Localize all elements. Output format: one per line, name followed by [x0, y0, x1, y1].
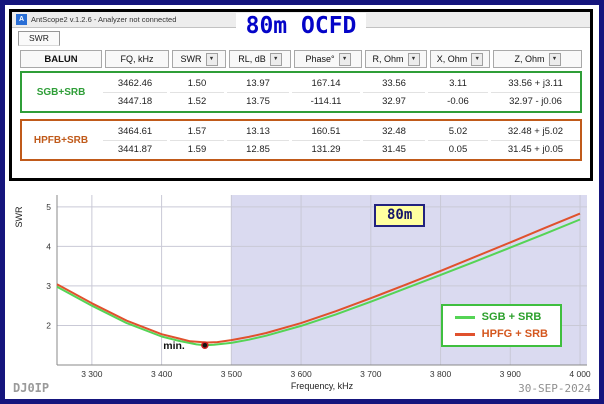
- antscope-app-icon: A: [16, 14, 27, 25]
- sort-dropdown-icon[interactable]: ▼: [269, 52, 282, 66]
- table-cell: 3464.61: [117, 125, 153, 137]
- balun-group-hpfb+srb: HPFB+SRB 3464.61 1.57 13.13 160.51 32.48 5.02 3…: [20, 119, 582, 161]
- table-cell: 32.48: [382, 125, 406, 137]
- column-header-r-ohm[interactable]: R, Ohm ▼: [365, 50, 427, 68]
- balun-label: SGB+SRB: [36, 86, 86, 98]
- table-body: SGB+SRB 3462.46 1.50 13.97 167.14 33.56 3.11 33…: [20, 71, 582, 161]
- x-tick-label: 4 000: [569, 369, 591, 379]
- x-tick-label: 3 300: [81, 369, 103, 379]
- series-line-1: [56, 212, 581, 344]
- column-header-balun[interactable]: BALUN: [20, 50, 102, 68]
- sort-dropdown-icon[interactable]: ▼: [548, 52, 561, 66]
- callsign-watermark: DJ0IP: [13, 381, 50, 395]
- header-label: BALUN: [44, 53, 78, 65]
- legend-label-sgb: SGB + SRB: [481, 311, 542, 323]
- table-cell: 32.97 - j0.06: [491, 92, 580, 110]
- sort-dropdown-icon[interactable]: ▼: [205, 52, 218, 66]
- y-tick-label: 2: [46, 320, 51, 330]
- date-watermark: 30-SEP-2024: [518, 382, 591, 395]
- y-axis-label: SWR: [14, 206, 24, 227]
- table-cell: 0.05: [428, 140, 488, 158]
- column-header-phase-[interactable]: Phase° ▼: [294, 50, 362, 68]
- table-header-row: BALUN FQ, kHz SWR ▼ RL, dB ▼ Phase° ▼ R, Ohm ▼ X, …: [20, 50, 582, 68]
- table-cell: -0.06: [428, 92, 488, 110]
- table-cell: 33.56 + j3.11: [508, 77, 563, 89]
- table-cell: 1.50: [187, 77, 207, 89]
- window-titlebar[interactable]: A AntScope2 v.1.2.6 - Analyzer not conne…: [12, 12, 590, 28]
- series-line-0: [56, 218, 581, 347]
- table-cell: 3447.18: [103, 92, 167, 110]
- swr-chart: 3 300 3 400 3 500 3 600 3 700 3 800 3 900 4 000…: [14, 195, 591, 391]
- table-cell: 32.48 + j5.02: [507, 125, 564, 137]
- y-tick-label: 5: [46, 202, 51, 212]
- table-cell: -114.11: [292, 92, 360, 110]
- column-header-swr[interactable]: SWR ▼: [172, 50, 226, 68]
- legend-row-hpfg: HPFG + SRB: [454, 328, 548, 340]
- table-cell: 32.97: [363, 92, 425, 110]
- sort-dropdown-icon[interactable]: ▼: [471, 52, 484, 66]
- x-tick-label: 3 400: [151, 369, 173, 379]
- table-cell: 31.45 + j0.05: [491, 140, 580, 158]
- legend-swatch-green: [454, 315, 475, 319]
- table-cell: 31.45: [363, 140, 425, 158]
- results-panel: A AntScope2 v.1.2.6 - Analyzer not conne…: [9, 9, 593, 181]
- legend-swatch-orange: [454, 332, 475, 336]
- header-label: X, Ohm: [436, 54, 468, 64]
- x-tick-label: 3 800: [430, 369, 452, 379]
- x-tick-label: 3 900: [500, 369, 522, 379]
- sort-dropdown-icon[interactable]: ▼: [407, 52, 420, 66]
- sort-dropdown-icon[interactable]: ▼: [338, 52, 351, 66]
- y-tick-label: 3: [46, 281, 51, 291]
- x-tick-label: 3 700: [360, 369, 382, 379]
- window-title: AntScope2 v.1.2.6 - Analyzer not connect…: [31, 15, 177, 24]
- table-cell: 3462.46: [117, 77, 153, 89]
- table-cell: 13.13: [246, 125, 270, 137]
- header-label: FQ, kHz: [120, 54, 154, 64]
- table-cell: 131.29: [292, 140, 360, 158]
- column-header-z-ohm[interactable]: Z, Ohm ▼: [493, 50, 582, 68]
- table-cell: 3.11: [449, 77, 467, 89]
- y-tick-label: 4: [46, 241, 51, 251]
- header-label: R, Ohm: [372, 54, 404, 64]
- table-cell: 12.85: [227, 140, 289, 158]
- table-cell: 13.75: [227, 92, 289, 110]
- column-header-fq-khz[interactable]: FQ, kHz: [105, 50, 169, 68]
- balun-label: HPFB+SRB: [33, 134, 89, 146]
- x-tick-label: 3 500: [221, 369, 243, 379]
- table-cell: 13.97: [246, 77, 270, 89]
- legend-label-hpfg: HPFG + SRB: [481, 328, 548, 340]
- balun-group-sgb+srb: SGB+SRB 3462.46 1.50 13.97 167.14 33.56 3.11 33…: [20, 71, 582, 113]
- header-label: SWR: [180, 54, 202, 64]
- min-marker: [201, 341, 209, 349]
- tab-swr[interactable]: SWR: [18, 31, 60, 46]
- x-axis-label: Frequency, kHz: [291, 381, 354, 391]
- table-cell: 3441.87: [103, 140, 167, 158]
- column-header-rl-db[interactable]: RL, dB ▼: [229, 50, 291, 68]
- table-cell: 33.56: [382, 77, 406, 89]
- header-label: RL, dB: [238, 54, 266, 64]
- table-cell: 160.51: [311, 125, 341, 137]
- table-cell: 1.57: [187, 125, 207, 137]
- legend-row-sgb: SGB + SRB: [454, 311, 548, 323]
- band-label-badge: 80m: [374, 204, 426, 227]
- table-cell: 167.14: [311, 77, 341, 89]
- header-label: Z, Ohm: [514, 54, 545, 64]
- chart-legend: SGB + SRB HPFG + SRB: [440, 304, 562, 347]
- min-label: min.: [163, 340, 185, 352]
- table-cell: 1.59: [170, 140, 224, 158]
- column-header-x-ohm[interactable]: X, Ohm ▼: [430, 50, 490, 68]
- table-cell: 5.02: [448, 125, 468, 137]
- measurement-table: BALUN FQ, kHz SWR ▼ RL, dB ▼ Phase° ▼ R, Ohm ▼ X, …: [20, 50, 582, 161]
- table-cell: 1.52: [170, 92, 224, 110]
- x-tick-label: 3 600: [290, 369, 312, 379]
- header-label: Phase°: [305, 54, 335, 64]
